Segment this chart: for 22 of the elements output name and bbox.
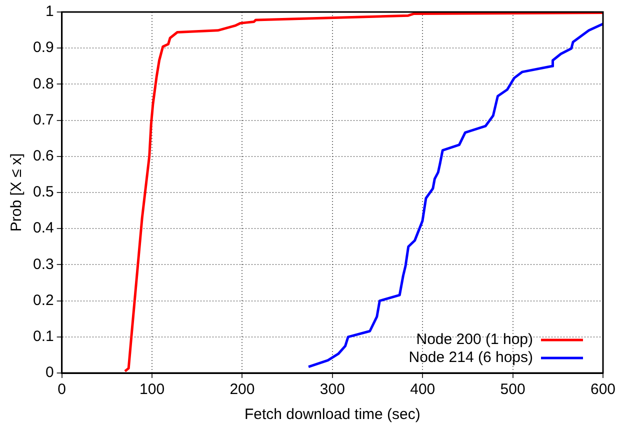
y-axis-title: Prob [X ≤ x] [8,153,26,232]
x-tick-label: 200 [230,381,255,398]
x-tick-label: 400 [410,381,436,398]
y-tick-label: 0.7 [32,111,54,128]
y-tick-label: 0 [46,364,54,382]
x-axis-title: Fetch download time (sec) [244,406,420,424]
y-tick-label: 0.2 [32,292,54,309]
y-tick-label: 1 [46,3,54,20]
y-tick-label: 0.4 [32,220,54,237]
y-tick-label: 0.9 [32,39,54,56]
x-tick-label: 100 [140,381,165,398]
legend-label: Node 200 (1 hop) [416,331,534,348]
x-tick-label: 300 [320,381,345,398]
x-tick-label: 0 [58,381,66,398]
y-tick-label: 0.3 [32,256,54,273]
legend-label: Node 214 (6 hops) [408,349,534,366]
x-tick-label: 500 [500,381,526,398]
y-tick-label: 0.1 [32,328,54,346]
y-tick-label: 0.6 [32,148,54,165]
x-tick-label: 600 [590,381,616,398]
y-tick-label: 0.8 [32,75,54,92]
y-tick-label: 0.5 [32,184,54,201]
